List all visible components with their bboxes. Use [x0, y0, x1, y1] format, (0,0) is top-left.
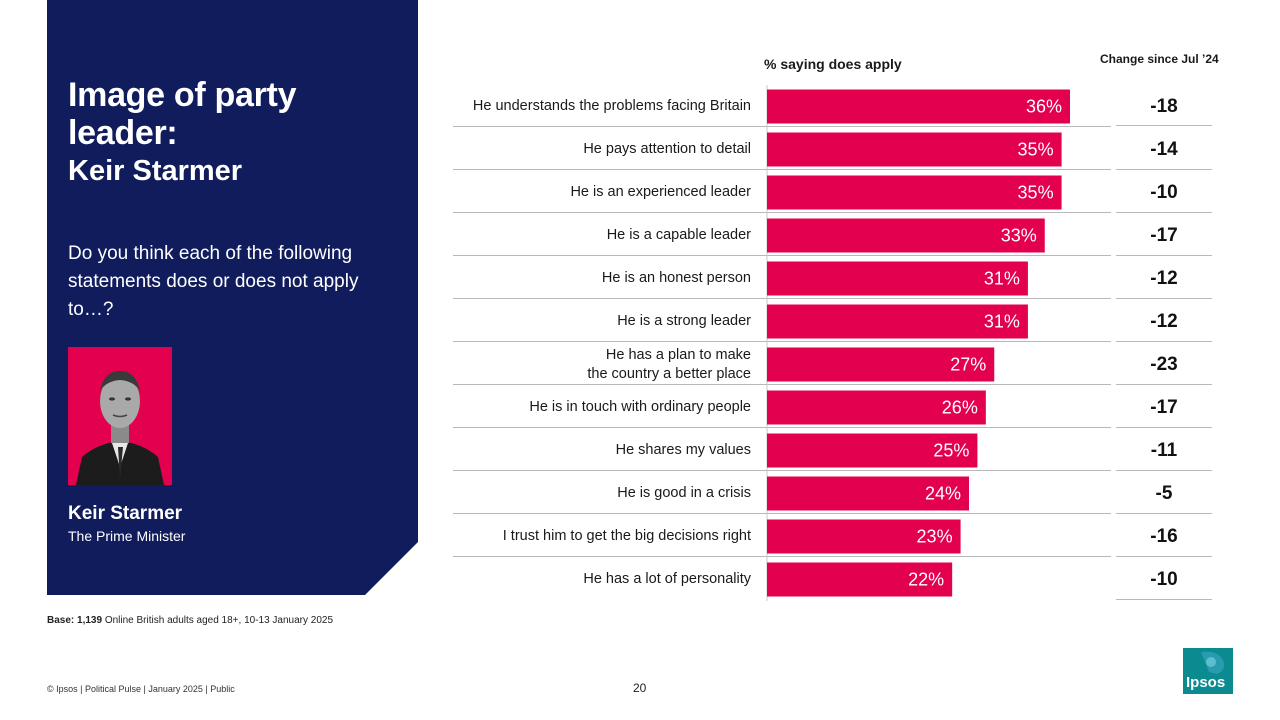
- bar-value-label: 35%: [1018, 140, 1054, 160]
- change-separator: [1116, 298, 1212, 299]
- bar-value-label: 26%: [942, 398, 978, 418]
- ipsos-logo: Ipsos: [1183, 648, 1233, 694]
- bar-value-label: 27%: [950, 355, 986, 375]
- page-subtitle: Keir Starmer: [68, 155, 243, 187]
- row-separator: [453, 384, 1111, 385]
- footer-text: © Ipsos | Political Pulse | January 2025…: [47, 684, 235, 694]
- page-title: Image of party leader:: [68, 76, 297, 152]
- bar: [767, 562, 953, 597]
- row-label: He has a plan to make the country a bette…: [587, 346, 751, 384]
- row-label: He is an honest person: [601, 269, 751, 286]
- bar: [767, 390, 986, 425]
- leader-name: Keir Starmer: [68, 503, 183, 524]
- row-separator: [453, 126, 1111, 127]
- leader-role: The Prime Minister: [68, 528, 186, 544]
- change-separator: [1116, 212, 1212, 213]
- bar: [767, 433, 978, 468]
- change-separator: [1116, 255, 1212, 256]
- portrait-image: [68, 347, 172, 485]
- row-label: He pays attention to detail: [583, 140, 751, 157]
- change-value: -17: [1150, 396, 1178, 418]
- bar-value-label: 31%: [984, 269, 1020, 289]
- row-separator: [453, 427, 1111, 428]
- change-value: -23: [1150, 353, 1178, 375]
- base-note: Base: 1,139 Online British adults aged 1…: [47, 615, 333, 626]
- row-label: He understands the problems facing Brita…: [472, 97, 751, 114]
- bar-value-label: 33%: [1001, 226, 1037, 246]
- bar: [767, 218, 1045, 253]
- change-value: -17: [1150, 224, 1178, 246]
- logo-mark-icon: [1201, 651, 1225, 674]
- change-value: -16: [1150, 525, 1178, 547]
- bar: [767, 304, 1028, 339]
- page-number: 20: [633, 681, 647, 695]
- row-label: He is a capable leader: [606, 226, 751, 243]
- change-separator: [1116, 384, 1212, 385]
- row-label: I trust him to get the big decisions rig…: [502, 527, 751, 544]
- base-rest: Online British adults aged 18+, 10-13 Ja…: [102, 615, 334, 626]
- change-separator: [1116, 513, 1212, 514]
- change-value: -14: [1150, 138, 1178, 160]
- bar: [767, 132, 1062, 167]
- row-separator: [453, 298, 1111, 299]
- row-label: He has a lot of personality: [583, 570, 751, 587]
- bar: [767, 89, 1070, 124]
- bar: [767, 347, 995, 382]
- change-separator: [1116, 125, 1212, 126]
- change-separator: [1116, 599, 1212, 600]
- row-label: He is an experienced leader: [570, 183, 751, 200]
- leader-photo: [68, 347, 172, 485]
- change-header: Change since Jul ’24: [1100, 52, 1219, 66]
- change-separator: [1116, 427, 1212, 428]
- row-separator: [453, 556, 1111, 557]
- change-separator: [1116, 556, 1212, 557]
- row-separator: [453, 513, 1111, 514]
- bar-value-label: 24%: [925, 484, 961, 504]
- change-separator: [1116, 169, 1212, 170]
- change-separator: [1116, 341, 1212, 342]
- change-value: -12: [1150, 310, 1178, 332]
- row-label: He shares my values: [615, 441, 751, 458]
- change-value: -12: [1150, 267, 1178, 289]
- row-separator: [453, 341, 1111, 342]
- row-separator: [453, 212, 1111, 213]
- bar-value-label: 35%: [1018, 183, 1054, 203]
- row-separator: [453, 470, 1111, 471]
- bar-value-label: 36%: [1026, 97, 1062, 117]
- row-label: He is a strong leader: [617, 312, 751, 329]
- bar: [767, 261, 1028, 296]
- bar-value-label: 22%: [908, 570, 944, 590]
- row-label: He is in touch with ordinary people: [529, 398, 751, 415]
- bar-value-label: 31%: [984, 312, 1020, 332]
- change-separator: [1116, 470, 1212, 471]
- change-value: -10: [1150, 568, 1178, 590]
- row-separator: [453, 255, 1111, 256]
- title-panel: [47, 0, 418, 595]
- base-bold: Base: 1,139: [47, 615, 103, 626]
- bar: [767, 519, 961, 554]
- change-value: -5: [1155, 482, 1173, 504]
- row-separator: [453, 169, 1111, 170]
- bar-value-label: 25%: [933, 441, 969, 461]
- change-value: -11: [1150, 439, 1178, 461]
- change-value: -18: [1150, 95, 1178, 117]
- change-value: -10: [1150, 181, 1178, 203]
- bar: [767, 476, 969, 511]
- bar: [767, 175, 1062, 210]
- logo-text: Ipsos: [1186, 674, 1226, 691]
- survey-question: Do you think each of the following state…: [68, 243, 359, 320]
- bar-value-label: 23%: [917, 527, 953, 547]
- row-label: He is good in a crisis: [617, 484, 751, 501]
- row-label-line: He has a plan to make: [605, 346, 751, 363]
- chart-header: % saying does apply: [764, 56, 902, 72]
- row-label-line: the country a better place: [587, 365, 751, 382]
